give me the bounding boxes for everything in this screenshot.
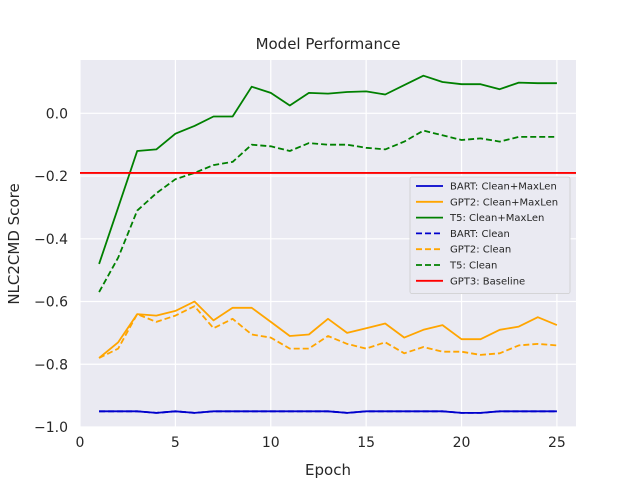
- legend-label-t5-clean: T5: Clean: [449, 261, 497, 272]
- y-ticks: −1.0 −0.8 −0.6 −0.4 −0.2 0.0: [34, 106, 68, 436]
- y-tick-label: −0.4: [34, 232, 68, 248]
- x-tick-label: 25: [548, 435, 566, 451]
- y-axis-label: NLC2CMD Score: [5, 183, 23, 304]
- legend: BART: Clean+MaxLen GPT2: Clean+MaxLen T5: …: [409, 176, 571, 294]
- y-tick-label: −0.6: [34, 295, 68, 311]
- series-line-gpt2-clean: [98, 305, 557, 359]
- y-tick-label: −1.0: [34, 420, 68, 436]
- legend-label-bart-clean-maxlen: BART: Clean+MaxLen: [450, 182, 557, 193]
- series-line-t5-clean: [98, 129, 557, 293]
- y-tick-label: 0.0: [46, 106, 68, 122]
- y-tick-label: −0.2: [34, 169, 68, 185]
- chart-title: Model Performance: [256, 35, 401, 53]
- legend-frame: [409, 176, 571, 294]
- series-line-bart-clean: [99, 410, 557, 414]
- series-line-gpt2-clean-maxlen: [98, 300, 558, 359]
- x-tick-label: 0: [76, 435, 85, 451]
- legend-label-gpt2-clean: GPT2: Clean: [450, 245, 511, 256]
- legend-label-bart-clean: BART: Clean: [450, 229, 510, 240]
- legend-label-gpt3-baseline: GPT3: Baseline: [450, 276, 525, 287]
- x-tick-label: 20: [453, 435, 471, 451]
- y-tick-label: −0.8: [34, 357, 68, 373]
- x-tick-label: 5: [171, 435, 180, 451]
- series-layer: [80, 74, 576, 414]
- legend-label-gpt2-clean-maxlen: GPT2: Clean+MaxLen: [450, 197, 558, 208]
- x-tick-label: 15: [357, 435, 375, 451]
- legend-label-t5-clean-maxlen: T5: Clean+MaxLen: [449, 213, 544, 224]
- x-ticks: 0 5 10 15 20 25: [76, 435, 566, 451]
- series-line-t5-clean-maxlen: [98, 74, 557, 265]
- x-axis-label: Epoch: [305, 461, 351, 479]
- x-tick-label: 10: [262, 435, 280, 451]
